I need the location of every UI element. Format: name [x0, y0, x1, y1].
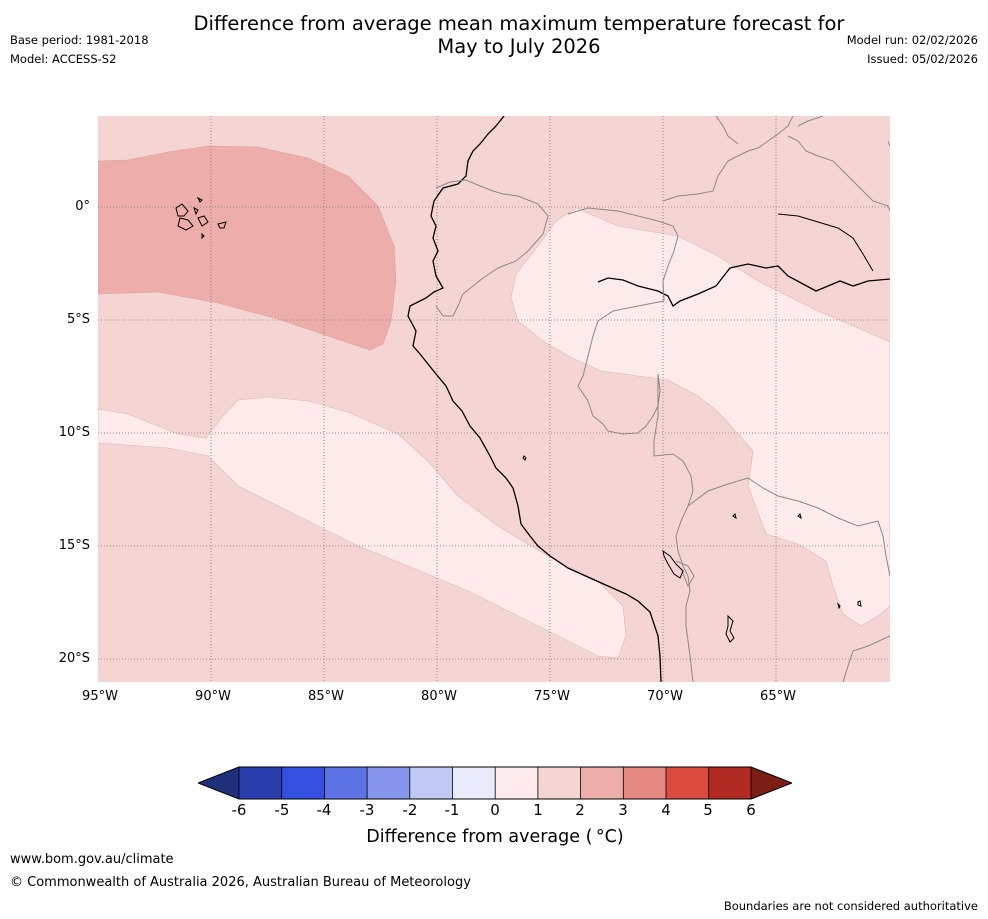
title-line-2: May to July 2026 [437, 35, 601, 58]
colorbar-tick: -1 [444, 801, 460, 819]
colorbar-segment [623, 767, 666, 799]
colorbar-tick: 1 [533, 801, 543, 819]
colorbar-tick: 3 [618, 801, 628, 819]
issued-date: Issued: 05/02/2026 [867, 52, 978, 66]
lat-label-5s: 5°S [66, 312, 90, 327]
map-title: Difference from average mean maximum tem… [150, 12, 888, 58]
lat-label-10s: 10°S [58, 425, 90, 440]
colorbar-dividers [238, 767, 752, 799]
lakes [522, 455, 862, 643]
river-north [777, 213, 874, 272]
colorbar-tick: 5 [703, 801, 713, 819]
colorbar-segment [239, 767, 282, 799]
base-period: Base period: 1981-2018 [10, 33, 149, 47]
colorbar-segment [452, 767, 496, 799]
website-link[interactable]: www.bom.gov.au/climate [10, 852, 174, 867]
coastline [407, 115, 662, 683]
lon-label-95w: 95°W [82, 689, 118, 704]
colorbar-tick: -2 [402, 801, 418, 819]
colorbar-segment [708, 767, 751, 799]
lon-label-85w: 85°W [308, 689, 344, 704]
lon-label-70w: 70°W [647, 689, 683, 704]
lon-label-80w: 80°W [421, 689, 457, 704]
anomaly-2-3-region [97, 145, 397, 351]
lon-label-75w: 75°W [534, 689, 570, 704]
colorbar-segment [367, 767, 410, 799]
colorbar-segment [281, 767, 325, 799]
model-run: Model run: 02/02/2026 [846, 33, 978, 47]
lon-label-90w: 90°W [195, 689, 231, 704]
map-canvas [97, 115, 891, 683]
colorbar-segment [580, 767, 624, 799]
colorbar-segment [409, 767, 453, 799]
colorbar-segment [324, 767, 368, 799]
disclaimer: Boundaries are not considered authoritat… [723, 899, 978, 913]
colorbar-tick: 6 [746, 801, 756, 819]
colorbar-tick: 4 [661, 801, 671, 819]
graticule [98, 116, 890, 682]
anomaly-0-1-region-east [510, 207, 891, 627]
colorbar-tick: -6 [231, 801, 247, 819]
colorbar-segment [495, 767, 538, 799]
lat-label-20s: 20°S [58, 651, 90, 666]
lon-label-65w: 65°W [760, 689, 796, 704]
anomaly-0-1-region-southwest [97, 396, 627, 659]
forecast-map [97, 115, 891, 683]
lat-label-15s: 15°S [58, 538, 90, 553]
colorbar-segment [198, 767, 239, 799]
copyright: © Commonwealth of Australia 2026, Austra… [10, 875, 471, 890]
colorbar-segment [537, 767, 581, 799]
colorbar-tick: 0 [490, 801, 500, 819]
colorbar-tick: -3 [359, 801, 375, 819]
galapagos-islands [175, 196, 227, 240]
north-coastline [597, 263, 891, 307]
colorbar-label: Difference from average ( °C) [366, 827, 624, 847]
colorbar-tick: 2 [575, 801, 585, 819]
colorbar [198, 766, 792, 800]
title-line-1: Difference from average mean maximum tem… [193, 12, 845, 35]
colorbar-tick: -4 [316, 801, 332, 819]
colorbar-segment [666, 767, 709, 799]
colorbar-tick: -5 [274, 801, 290, 819]
colorbar-segment [751, 767, 792, 799]
country-borders [435, 115, 891, 683]
model-name: Model: ACCESS-S2 [10, 52, 117, 66]
lat-label-0: 0° [75, 199, 90, 214]
